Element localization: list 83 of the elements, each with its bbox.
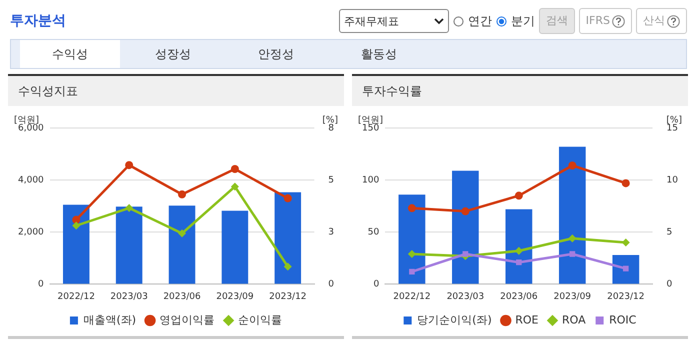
bar — [612, 255, 640, 284]
point — [622, 266, 629, 272]
y-axis-title: [억원] — [358, 115, 384, 126]
text: 연간 — [468, 12, 492, 30]
chart-title: 수익성지표 — [8, 76, 344, 106]
bar — [558, 146, 586, 284]
y-tick-label: 0 — [38, 280, 44, 290]
point — [516, 260, 522, 266]
y2-tick-label: 5 — [666, 227, 672, 238]
x-tick-label: 2022/12 — [393, 292, 431, 302]
bar — [398, 194, 426, 284]
point — [284, 262, 292, 271]
point — [568, 161, 576, 170]
y2-tick-label: 3 — [328, 227, 334, 238]
bar — [168, 206, 196, 284]
y-tick-label: 4,000 — [18, 175, 44, 186]
legend-label: ROA — [562, 313, 586, 326]
x-tick-label: 2023/03 — [446, 292, 484, 302]
x-tick-label: 2022/12 — [58, 292, 95, 302]
point — [622, 179, 630, 188]
point — [230, 182, 239, 191]
point — [230, 165, 239, 174]
bar — [274, 192, 302, 284]
y2-tick-label: 0 — [666, 280, 673, 290]
x-tick-label: 2023/12 — [607, 292, 645, 302]
y2-tick-label: 10 — [666, 175, 678, 186]
y2-tick-label: 5 — [328, 175, 334, 186]
legend-label: ROIC — [609, 313, 637, 326]
point — [408, 250, 416, 258]
text: 검색 — [538, 8, 575, 34]
y-tick-label: 0 — [373, 280, 380, 290]
point — [125, 161, 134, 170]
legend-label: ROE — [515, 313, 539, 326]
point — [570, 251, 576, 257]
point — [409, 268, 415, 275]
point — [72, 222, 80, 230]
y2-tick-label: 15 — [666, 123, 678, 134]
y-axis-title: [억원] — [14, 115, 40, 126]
y-tick-label: 100 — [362, 175, 380, 186]
point — [462, 251, 468, 257]
y-tick-label: 50 — [368, 227, 380, 238]
y2-axis-title: [%] — [322, 115, 338, 126]
x-tick-label: 2023/03 — [110, 292, 148, 302]
legend-label: 당기순이익(좌) — [417, 313, 492, 326]
y-tick-label: 2,000 — [18, 227, 44, 238]
legend-label: 영업이익률 — [160, 313, 215, 326]
legend-label: 순이익률 — [238, 313, 282, 326]
point — [568, 234, 576, 242]
point — [514, 246, 523, 255]
text: 산식 — [636, 8, 687, 34]
point — [622, 238, 630, 247]
legend-label: 매출액(좌) — [83, 313, 136, 326]
y-tick-label: 150 — [362, 123, 380, 134]
bar — [505, 209, 532, 284]
point — [178, 190, 186, 198]
y2-axis-title: [%] — [666, 115, 682, 126]
text: 투자분석 — [10, 12, 66, 30]
bar — [116, 206, 142, 284]
point — [178, 229, 186, 238]
text: IFRS — [578, 8, 632, 34]
point — [408, 204, 416, 212]
point — [514, 192, 523, 200]
text: 주재무제표 — [344, 14, 399, 28]
text: 성장성 — [154, 46, 192, 63]
bar — [222, 210, 248, 284]
x-tick-label: 2023/12 — [269, 292, 307, 302]
text: 분기 — [510, 12, 535, 30]
y2-tick-label: 0 — [328, 280, 334, 290]
point — [125, 204, 134, 212]
text: 안정성 — [257, 46, 295, 63]
bar — [62, 204, 90, 284]
text: 수익성 — [20, 40, 120, 68]
x-tick-label: 2023/09 — [216, 292, 254, 302]
y2-tick-label: 8 — [328, 123, 334, 134]
chart-title: 투자수익률 — [352, 76, 688, 106]
x-tick-label: 2023/09 — [554, 292, 592, 302]
text: 활동성 — [360, 46, 398, 63]
point — [461, 207, 470, 216]
x-tick-label: 2023/06 — [500, 292, 538, 302]
bar — [452, 170, 479, 284]
point — [284, 194, 292, 202]
x-tick-label: 2023/06 — [163, 292, 201, 302]
y-tick-label: 6,000 — [18, 123, 44, 134]
